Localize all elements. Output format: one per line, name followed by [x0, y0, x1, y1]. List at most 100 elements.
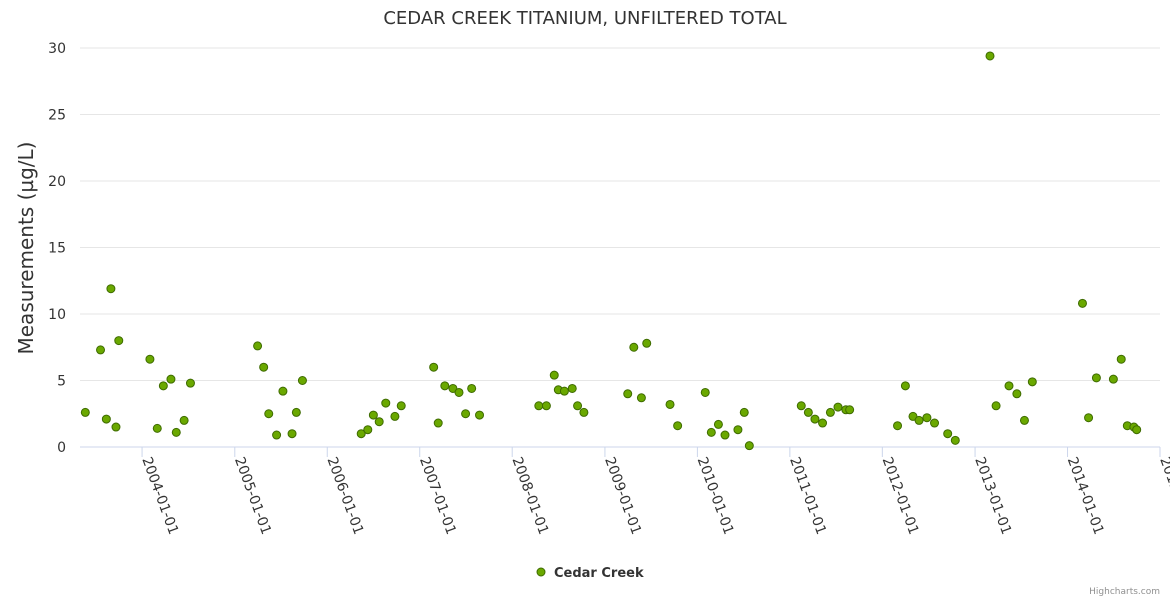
data-point[interactable] — [1004, 381, 1014, 391]
data-point[interactable] — [390, 411, 400, 421]
legend-label[interactable]: Cedar Creek — [554, 566, 644, 581]
data-point[interactable] — [818, 418, 828, 428]
data-point[interactable] — [158, 381, 168, 391]
data-point[interactable] — [461, 409, 471, 419]
data-point[interactable] — [1108, 374, 1118, 384]
data-point[interactable] — [368, 410, 378, 420]
x-tick-label: 2006-01-01 — [324, 455, 367, 537]
data-point[interactable] — [356, 429, 366, 439]
y-axis-ticks: 0 5 10 15 20 25 30 — [48, 41, 66, 456]
x-tick-label: 2011-01-01 — [786, 455, 829, 537]
data-point[interactable] — [549, 370, 559, 380]
data-point[interactable] — [1084, 413, 1094, 423]
data-point[interactable] — [111, 422, 121, 432]
chart-title: CEDAR CREEK TITANIUM, UNFILTERED TOTAL — [383, 8, 786, 29]
y-tick-label: 20 — [48, 174, 66, 190]
data-point[interactable] — [264, 409, 274, 419]
data-point[interactable] — [101, 414, 111, 424]
x-tick-label: 2010-01-01 — [694, 455, 737, 537]
data-point[interactable] — [629, 342, 639, 352]
x-tick-label: 2005-01-01 — [231, 455, 274, 537]
data-point[interactable] — [985, 51, 995, 61]
data-point[interactable] — [825, 407, 835, 417]
data-point[interactable] — [1027, 377, 1037, 387]
data-point[interactable] — [559, 386, 569, 396]
data-point[interactable] — [720, 430, 730, 440]
data-point[interactable] — [253, 341, 263, 351]
data-point[interactable] — [1019, 415, 1029, 425]
y-tick-label: 30 — [48, 41, 66, 57]
data-point[interactable] — [171, 427, 181, 437]
data-point[interactable] — [713, 419, 723, 429]
data-point[interactable] — [893, 421, 903, 431]
data-point[interactable] — [291, 407, 301, 417]
data-point[interactable] — [179, 415, 189, 425]
data-point[interactable] — [706, 427, 716, 437]
data-point[interactable] — [374, 417, 384, 427]
data-point[interactable] — [114, 336, 124, 346]
data-point[interactable] — [278, 386, 288, 396]
data-point[interactable] — [943, 429, 953, 439]
data-point[interactable] — [573, 401, 583, 411]
data-point[interactable] — [623, 389, 633, 399]
data-point[interactable] — [145, 354, 155, 364]
x-axis-ticks: 2004-01-01 2005-01-01 2006-01-01 2007-01-01… — [138, 455, 1170, 537]
x-tick-label: 2013-01-01 — [971, 455, 1014, 537]
data-point[interactable] — [991, 401, 1001, 411]
data-point[interactable] — [440, 381, 450, 391]
data-point[interactable] — [796, 401, 806, 411]
data-point[interactable] — [810, 414, 820, 424]
data-point[interactable] — [433, 418, 443, 428]
data-point[interactable] — [1132, 425, 1142, 435]
data-point[interactable] — [733, 425, 743, 435]
data-point[interactable] — [1077, 298, 1087, 308]
data-point[interactable] — [673, 421, 683, 431]
data-point[interactable] — [642, 338, 652, 348]
data-point[interactable] — [1012, 389, 1022, 399]
data-point[interactable] — [833, 402, 843, 412]
credits-text[interactable]: Highcharts.com — [1089, 587, 1160, 597]
data-point[interactable] — [744, 441, 754, 451]
data-point[interactable] — [80, 407, 90, 417]
data-point[interactable] — [534, 401, 544, 411]
legend-marker[interactable] — [536, 567, 546, 577]
data-point[interactable] — [259, 362, 269, 372]
data-point[interactable] — [381, 398, 391, 408]
data-point[interactable] — [739, 407, 749, 417]
series-points[interactable] — [80, 51, 1142, 451]
data-point[interactable] — [567, 383, 577, 393]
data-point[interactable] — [700, 387, 710, 397]
data-point[interactable] — [1091, 373, 1101, 383]
y-axis-label: Measurements (µg/L) — [14, 142, 38, 355]
data-point[interactable] — [1116, 354, 1126, 364]
data-point[interactable] — [845, 405, 855, 415]
data-point[interactable] — [96, 345, 106, 355]
data-point[interactable] — [475, 410, 485, 420]
data-point[interactable] — [467, 383, 477, 393]
data-point[interactable] — [396, 401, 406, 411]
data-point[interactable] — [166, 374, 176, 384]
data-point[interactable] — [363, 425, 373, 435]
data-point[interactable] — [636, 393, 646, 403]
data-point[interactable] — [106, 284, 116, 294]
y-tick-label: 0 — [57, 440, 66, 456]
y-tick-label: 15 — [48, 241, 66, 257]
data-point[interactable] — [429, 362, 439, 372]
data-point[interactable] — [454, 387, 464, 397]
legend[interactable]: Cedar Creek — [536, 566, 644, 581]
data-point[interactable] — [930, 418, 940, 428]
data-point[interactable] — [541, 401, 551, 411]
data-point[interactable] — [665, 399, 675, 409]
data-point[interactable] — [950, 435, 960, 445]
data-point[interactable] — [152, 423, 162, 433]
data-point[interactable] — [185, 378, 195, 388]
data-point[interactable] — [900, 381, 910, 391]
data-point[interactable] — [272, 430, 282, 440]
data-point[interactable] — [922, 413, 932, 423]
data-point[interactable] — [803, 407, 813, 417]
data-point[interactable] — [287, 429, 297, 439]
data-point[interactable] — [579, 407, 589, 417]
grid-lines — [80, 47, 1160, 448]
data-point[interactable] — [914, 415, 924, 425]
data-point[interactable] — [297, 376, 307, 385]
